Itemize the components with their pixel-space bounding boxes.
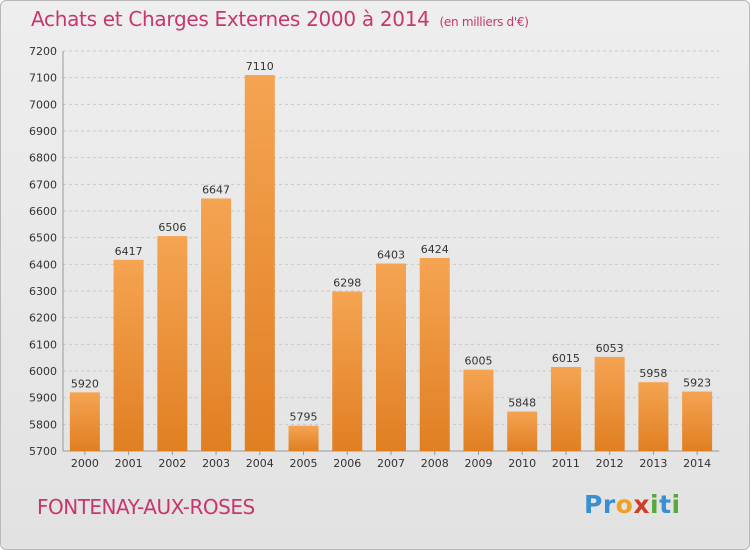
y-tick-label: 7100 — [29, 72, 57, 85]
bar-value-label: 5795 — [290, 411, 318, 424]
logo-letter: i — [671, 490, 681, 519]
y-tick-label: 7000 — [29, 98, 57, 111]
labels: 5700 5800 5900 6000 6100 6200 6300 6400 6500 6600… — [29, 45, 711, 470]
bar-value-label: 6417 — [115, 245, 143, 258]
bar-2007 — [376, 263, 406, 451]
bar-value-label: 6506 — [158, 221, 186, 234]
bar-2008 — [419, 257, 450, 451]
x-tick-label: 2013 — [639, 457, 667, 470]
logo-letter: i — [650, 490, 660, 519]
bar-value-label: 7110 — [246, 60, 274, 73]
x-tick-label: 2008 — [421, 457, 449, 470]
bar-value-label: 6403 — [377, 249, 405, 262]
bar-2013 — [638, 382, 669, 451]
y-tick-label: 5900 — [29, 392, 57, 405]
bar-value-label: 6005 — [464, 355, 492, 368]
x-tick-label: 2006 — [333, 457, 361, 470]
y-tick-label: 6200 — [29, 312, 57, 325]
x-tick-label: 2007 — [377, 457, 405, 470]
bar-value-label: 5920 — [71, 377, 99, 390]
bar-2011 — [550, 367, 581, 451]
y-tick-label: 6800 — [29, 152, 57, 165]
x-tick-label: 2004 — [246, 457, 274, 470]
bar-2004 — [244, 75, 275, 451]
x-tick-label: 2000 — [71, 457, 99, 470]
chart-title-text: Achats et Charges Externes 2000 à 2014 — [31, 7, 430, 31]
y-tick-label: 6700 — [29, 178, 57, 191]
bar-2012 — [594, 356, 625, 451]
y-tick-label: 6300 — [29, 285, 57, 298]
bar-value-label: 6424 — [421, 243, 449, 256]
y-tick-label: 6400 — [29, 258, 57, 271]
bar-value-label: 6298 — [333, 277, 361, 290]
chart-subtitle: (en milliers d'€) — [439, 15, 529, 29]
logo-letter: r — [602, 490, 616, 519]
location-label: FONTENAY-AUX-ROSES — [37, 495, 255, 519]
x-tick-label: 2005 — [290, 457, 318, 470]
x-tick-label: 2014 — [683, 457, 711, 470]
y-tick-label: 6900 — [29, 125, 57, 138]
bar-2001 — [113, 259, 144, 451]
logo-letter: o — [615, 490, 634, 519]
y-tick-label: 6100 — [29, 338, 57, 351]
x-tick-label: 2012 — [596, 457, 624, 470]
y-tick-label: 6600 — [29, 205, 57, 218]
logo-letter: x — [633, 490, 650, 519]
y-tick-label: 6000 — [29, 365, 57, 378]
bar-2009 — [463, 369, 494, 451]
x-tick-label: 2011 — [552, 457, 580, 470]
y-tick-label: 5800 — [29, 418, 57, 431]
x-tick-label: 2009 — [464, 457, 492, 470]
bar-2003 — [201, 198, 232, 451]
logo-letter: t — [659, 490, 672, 519]
x-tick-label: 2001 — [115, 457, 143, 470]
x-tick-label: 2002 — [158, 457, 186, 470]
x-tick-label: 2003 — [202, 457, 230, 470]
bar-2006 — [332, 291, 363, 451]
proxiti-logo[interactable]: Proxiti — [584, 490, 681, 519]
bar-2002 — [157, 236, 188, 451]
bars — [69, 75, 713, 451]
y-tick-label: 7200 — [29, 45, 57, 58]
bar-2010 — [507, 411, 538, 451]
bar-value-label: 6647 — [202, 183, 230, 196]
logo-letter: P — [584, 490, 603, 519]
bar-value-label: 6053 — [596, 342, 624, 355]
bar-2005 — [288, 425, 319, 451]
bar-value-label: 5848 — [508, 397, 536, 410]
bar-value-label: 5923 — [683, 377, 711, 390]
x-tick-label: 2010 — [508, 457, 536, 470]
bar-2000 — [69, 392, 100, 451]
y-tick-label: 6500 — [29, 232, 57, 245]
chart-title: Achats et Charges Externes 2000 à 2014 (e… — [31, 7, 529, 31]
bar-value-label: 5958 — [639, 367, 667, 380]
bar-value-label: 6015 — [552, 352, 580, 365]
bar-2014 — [682, 391, 713, 451]
y-tick-label: 5700 — [29, 445, 57, 458]
